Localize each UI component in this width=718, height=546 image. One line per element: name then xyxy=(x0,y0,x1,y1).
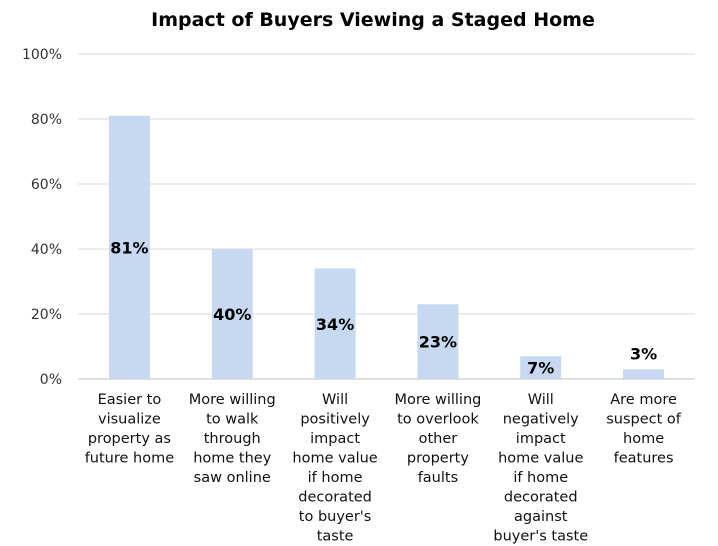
category-labels: Easier to visualize property as future home… xyxy=(85,392,682,545)
bar xyxy=(623,369,665,379)
data-label: 7% xyxy=(527,359,554,378)
y-tick-label: 100% xyxy=(22,47,62,63)
gridlines xyxy=(78,53,695,380)
data-label: 23% xyxy=(419,333,457,352)
category-label: More willing to walk through home they saw o… xyxy=(189,392,276,486)
y-tick-label: 20% xyxy=(31,307,62,323)
bar xyxy=(417,304,459,379)
y-tick-label: 60% xyxy=(31,177,62,193)
category-label: Will positively impact home value if home dec… xyxy=(292,392,377,545)
data-label: 3% xyxy=(630,344,657,363)
y-tick-label: 0% xyxy=(40,372,62,388)
y-tick-label: 40% xyxy=(31,242,62,258)
category-label: Easier to visualize property as future home xyxy=(85,392,175,467)
data-labels: 81% 40% 34% 23% 7% 3% xyxy=(110,238,657,377)
bar xyxy=(108,115,150,379)
category-label: More willing to overlook other property faul… xyxy=(394,392,481,486)
bar xyxy=(211,249,253,379)
data-label: 34% xyxy=(316,315,354,334)
data-label: 81% xyxy=(110,238,148,257)
bar xyxy=(520,356,562,379)
bars xyxy=(108,115,665,379)
category-label: Are more suspect of home features xyxy=(606,392,682,467)
category-label: Will negatively impact home value if home dec… xyxy=(493,392,588,545)
y-axis-ticks: 0% 20% 40% 60% 80% 100% xyxy=(22,47,62,388)
y-tick-label: 80% xyxy=(31,112,62,128)
bar xyxy=(314,268,356,379)
chart-title: Impact of Buyers Viewing a Staged Home xyxy=(151,9,595,31)
data-label: 40% xyxy=(213,305,251,324)
